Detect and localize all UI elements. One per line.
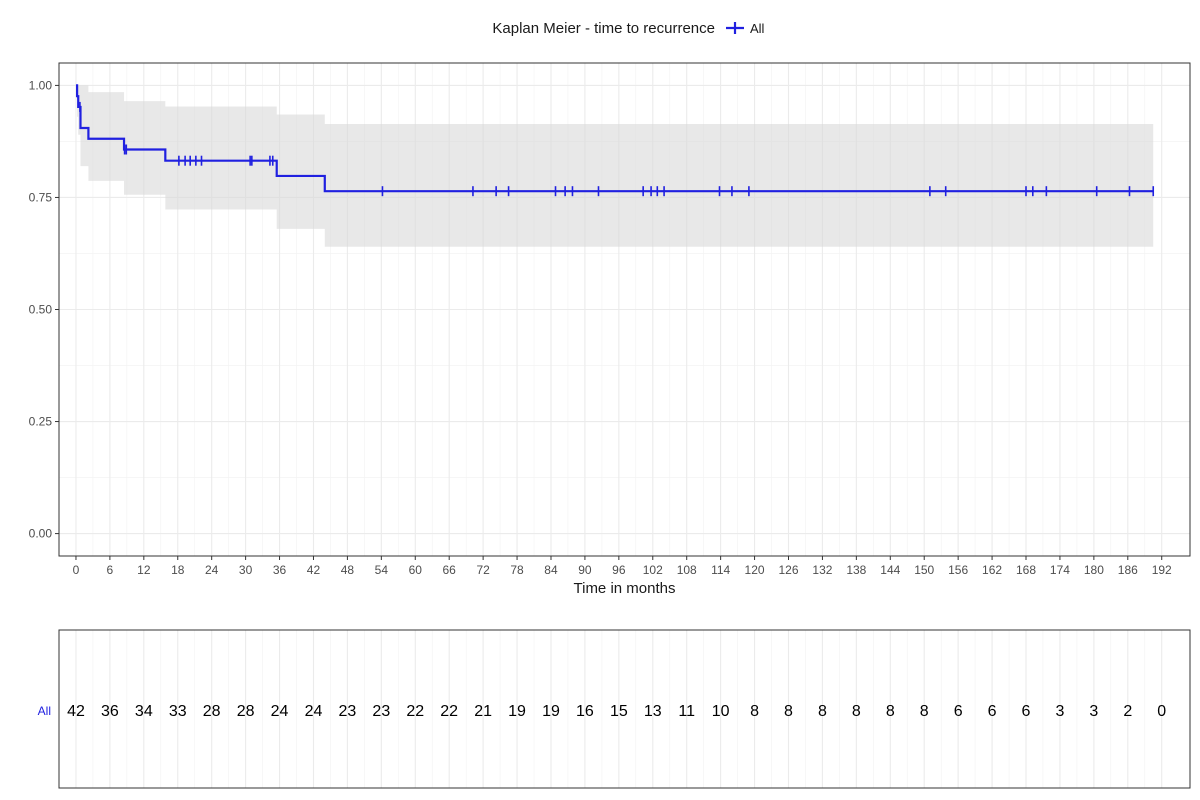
y-axis: 0.00 0.25 0.50 0.75 1.00: [29, 78, 59, 541]
risk-count: 28: [203, 703, 221, 720]
x-tick-label: 42: [307, 563, 321, 577]
risk-count: 10: [712, 703, 730, 720]
risk-count: 23: [372, 703, 390, 720]
x-tick-label: 66: [443, 563, 457, 577]
x-tick-label: 24: [205, 563, 219, 577]
x-tick-label: 78: [510, 563, 524, 577]
x-tick-label: 150: [914, 563, 934, 577]
x-tick-label: 156: [948, 563, 968, 577]
risk-table-panel: 42 36 34 33 28 28 24 24 23 23 22 22 21 19 19 16 15 13 11 10…: [38, 629, 1191, 789]
x-tick-label: 72: [476, 563, 490, 577]
x-tick-label: 174: [1050, 563, 1070, 577]
legend: Kaplan Meier - time to recurrence All: [492, 20, 764, 37]
risk-count: 3: [1055, 703, 1064, 720]
risk-count: 13: [644, 703, 662, 720]
y-tick-label: 0.00: [29, 527, 53, 541]
x-tick-label: 48: [341, 563, 355, 577]
risk-count: 42: [67, 703, 85, 720]
legend-entry-all: All: [750, 21, 765, 36]
risk-count: 22: [440, 703, 458, 720]
risk-count: 3: [1089, 703, 1098, 720]
risk-count: 16: [576, 703, 594, 720]
confidence-band: [75, 85, 1154, 247]
risk-count: 33: [169, 703, 187, 720]
x-tick-label: 12: [137, 563, 151, 577]
x-tick-label: 30: [239, 563, 253, 577]
risk-count: 28: [237, 703, 255, 720]
risk-table-border: [58, 629, 1191, 789]
risk-count: 22: [406, 703, 424, 720]
risk-count: 6: [1022, 703, 1031, 720]
x-tick-label: 144: [880, 563, 900, 577]
y-tick-label: 0.75: [29, 190, 53, 204]
x-tick-label: 90: [578, 563, 592, 577]
x-tick-label: 96: [612, 563, 626, 577]
y-tick-label: 1.00: [29, 78, 53, 92]
x-tick-label: 168: [1016, 563, 1036, 577]
risk-count: 2: [1123, 703, 1132, 720]
x-tick-label: 54: [375, 563, 389, 577]
x-axis-title: Time in months: [574, 580, 676, 597]
y-tick-label: 0.25: [29, 415, 53, 429]
risk-count: 8: [920, 703, 929, 720]
risk-count: 8: [750, 703, 759, 720]
risk-count: 6: [954, 703, 963, 720]
x-tick-label: 60: [409, 563, 423, 577]
x-axis: 0 6 12 18 24 30 36 42 48 54 60 66 72 78 84 90 96 102 108 11…: [73, 556, 1172, 577]
x-tick-label: 84: [544, 563, 558, 577]
x-tick-label: 102: [643, 563, 663, 577]
x-tick-label: 6: [107, 563, 114, 577]
risk-count: 19: [508, 703, 526, 720]
x-tick-label: 108: [677, 563, 697, 577]
x-tick-label: 180: [1084, 563, 1104, 577]
risk-count: 8: [784, 703, 793, 720]
risk-count: 8: [886, 703, 895, 720]
risk-table-background: [59, 630, 1190, 788]
risk-table-counts: 42 36 34 33 28 28 24 24 23 23 22 22 21 19 19 16 15 13 11 10…: [67, 703, 1166, 720]
risk-count: 24: [305, 703, 323, 720]
x-tick-label: 138: [846, 563, 866, 577]
risk-table-strata-label: All: [38, 704, 51, 718]
x-tick-label: 186: [1118, 563, 1138, 577]
risk-count: 11: [678, 703, 695, 720]
x-tick-label: 18: [171, 563, 185, 577]
survival-curve-all: [75, 84, 1154, 193]
risk-count: 23: [339, 703, 357, 720]
x-tick-label: 36: [273, 563, 287, 577]
x-tick-label: 114: [711, 563, 730, 577]
x-tick-label: 120: [745, 563, 765, 577]
risk-count: 8: [852, 703, 861, 720]
x-tick-label: 132: [812, 563, 832, 577]
risk-table-grid: [75, 630, 1163, 788]
x-tick-label: 0: [73, 563, 80, 577]
risk-count: 8: [818, 703, 827, 720]
legend-title: Kaplan Meier - time to recurrence: [492, 20, 715, 37]
risk-count: 19: [542, 703, 560, 720]
risk-count: 0: [1157, 703, 1166, 720]
risk-count: 34: [135, 703, 153, 720]
x-tick-label: 126: [778, 563, 798, 577]
survival-plot-panel: 0.00 0.25 0.50 0.75 1.00 0 6 12 18 24 30 36 42 48 54 6…: [29, 62, 1191, 597]
y-tick-label: 0.50: [29, 303, 53, 317]
risk-count: 15: [610, 703, 628, 720]
x-tick-label: 192: [1152, 563, 1172, 577]
censor-marks: [79, 101, 1155, 197]
risk-count: 24: [271, 703, 289, 720]
risk-count: 21: [474, 703, 492, 720]
x-tick-label: 162: [982, 563, 1002, 577]
risk-count: 36: [101, 703, 119, 720]
risk-count: 6: [988, 703, 997, 720]
